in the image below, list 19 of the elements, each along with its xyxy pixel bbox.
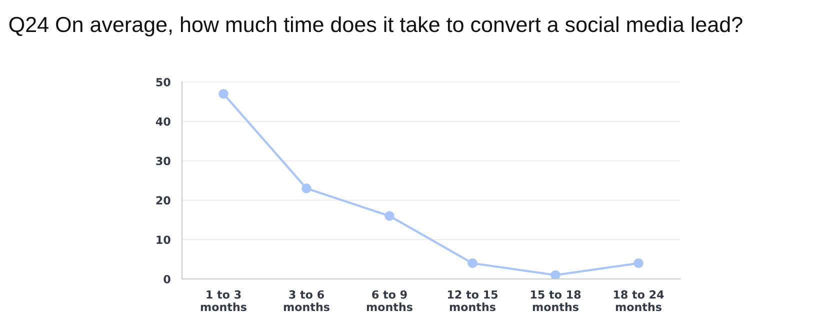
point [302,184,312,194]
point [550,270,560,279]
x-tick-label: 12 to 15 months [448,290,498,312]
y-tick-label: 50 [156,78,170,86]
chart-title: Q24 On average, how much time does it take to convert a social media lead? [9,16,742,36]
y-tick-label: 20 [156,196,170,205]
x-tick-label: 3 to 6 months [284,290,330,312]
x-tick-label: 15 to 18 months [530,290,581,312]
y-tick-label: 30 [156,156,170,166]
x-tick-label: 18 to 24 months [614,290,664,312]
point [218,88,228,99]
x-tick-label: 1 to 3 months [200,290,246,312]
point [384,211,394,221]
x-tick-label: 6 to 9 months [366,290,412,312]
point [468,258,478,268]
y-tick-label: 0 [164,274,170,284]
y-tick-label: 10 [156,236,170,244]
y-tick-label: 40 [156,117,170,126]
point [634,258,644,268]
